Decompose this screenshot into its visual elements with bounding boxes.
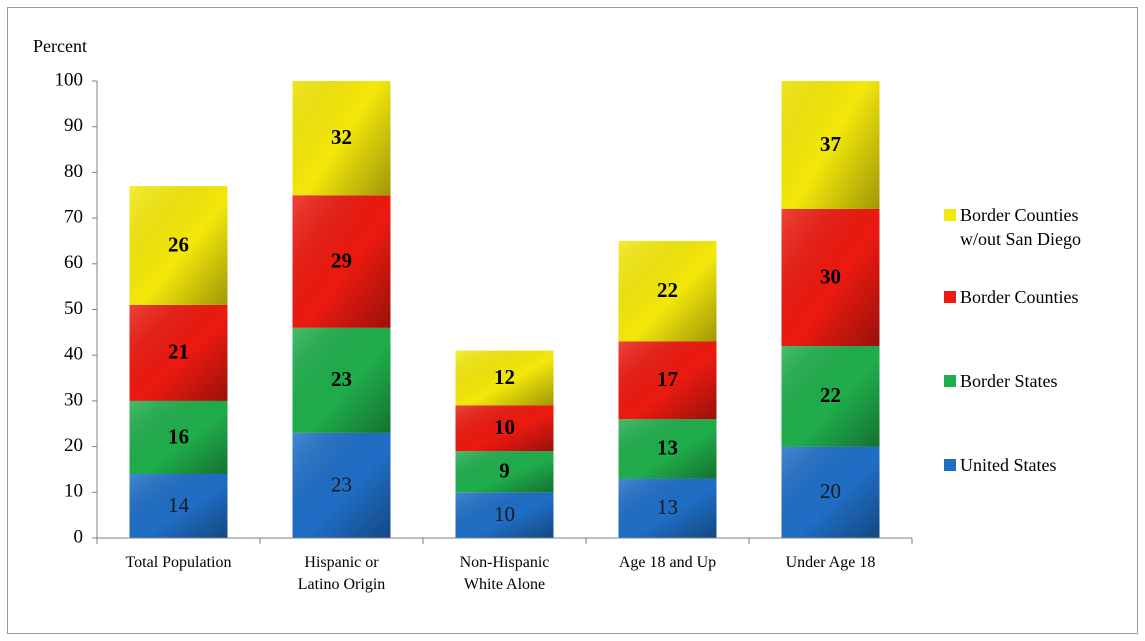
value-label: 10 xyxy=(494,502,515,526)
bar-shade xyxy=(618,419,717,479)
y-tick-label: 20 xyxy=(64,435,83,456)
value-label: 23 xyxy=(331,472,352,496)
bar-shade xyxy=(618,478,717,538)
value-label: 30 xyxy=(820,264,841,288)
y-tick-label: 90 xyxy=(64,115,83,136)
value-label: 17 xyxy=(657,367,678,391)
y-tick-label: 80 xyxy=(64,161,83,182)
bar-shade xyxy=(455,405,554,452)
x-tick-label: Age 18 and Up xyxy=(618,554,717,571)
bar-shade xyxy=(292,327,391,433)
bar-shade xyxy=(455,350,554,406)
value-label: 21 xyxy=(168,340,189,364)
bar-shade xyxy=(129,186,228,305)
legend-swatch xyxy=(944,375,956,387)
legend-swatch xyxy=(944,291,956,303)
bar-shade xyxy=(292,81,391,196)
y-tick-label: 40 xyxy=(64,344,83,365)
value-label: 20 xyxy=(820,479,841,503)
y-tick-label: 60 xyxy=(64,252,83,273)
legend-swatch xyxy=(944,459,956,471)
bar-shade xyxy=(129,304,228,401)
value-label: 29 xyxy=(331,248,352,272)
value-label: 22 xyxy=(657,278,678,302)
legend-label: United States xyxy=(960,455,1057,475)
y-tick-label: 0 xyxy=(74,526,84,547)
legend-swatch xyxy=(944,209,956,221)
value-label: 22 xyxy=(820,383,841,407)
y-tick-label: 30 xyxy=(64,389,83,410)
bar-shade xyxy=(455,451,554,493)
value-label: 14 xyxy=(168,493,190,517)
bar-shade xyxy=(781,208,880,347)
value-label: 23 xyxy=(331,367,352,391)
x-tick-label: Non-Hispanic White Alone xyxy=(459,554,550,593)
x-tick-label: Under Age 18 xyxy=(785,554,876,571)
value-label: 13 xyxy=(657,436,678,460)
y-tick-label: 10 xyxy=(64,481,83,502)
bar-shade xyxy=(455,492,554,538)
bar-shade xyxy=(129,474,228,538)
bar-shade xyxy=(618,341,717,420)
value-label: 26 xyxy=(168,232,189,256)
y-tick-label: 70 xyxy=(64,206,83,227)
value-label: 12 xyxy=(494,365,515,389)
bar-shade xyxy=(292,195,391,328)
value-label: 16 xyxy=(168,424,189,448)
bar-shade xyxy=(781,346,880,447)
legend-label: Border Counties w/out San Diego xyxy=(960,205,1081,249)
y-tick-label: 50 xyxy=(64,298,83,319)
value-label: 10 xyxy=(494,415,515,439)
x-tick-label: Total Population xyxy=(125,554,232,571)
y-tick-label: 100 xyxy=(55,69,84,90)
bar-shade xyxy=(129,400,228,475)
value-label: 32 xyxy=(331,125,352,149)
bar-shade xyxy=(618,240,717,342)
plot-area xyxy=(129,81,880,538)
value-label: 9 xyxy=(499,459,510,483)
x-tick-label: Hispanic or Latino Origin xyxy=(297,554,386,593)
legend-label: Border States xyxy=(960,371,1058,391)
bar-shade xyxy=(781,446,880,538)
value-label: 37 xyxy=(820,132,841,156)
bar-shade xyxy=(781,81,880,209)
value-label: 13 xyxy=(657,495,678,519)
legend-label: Border Counties xyxy=(960,287,1079,307)
y-axis-label: Percent xyxy=(33,36,87,56)
bar-shade xyxy=(292,432,391,538)
